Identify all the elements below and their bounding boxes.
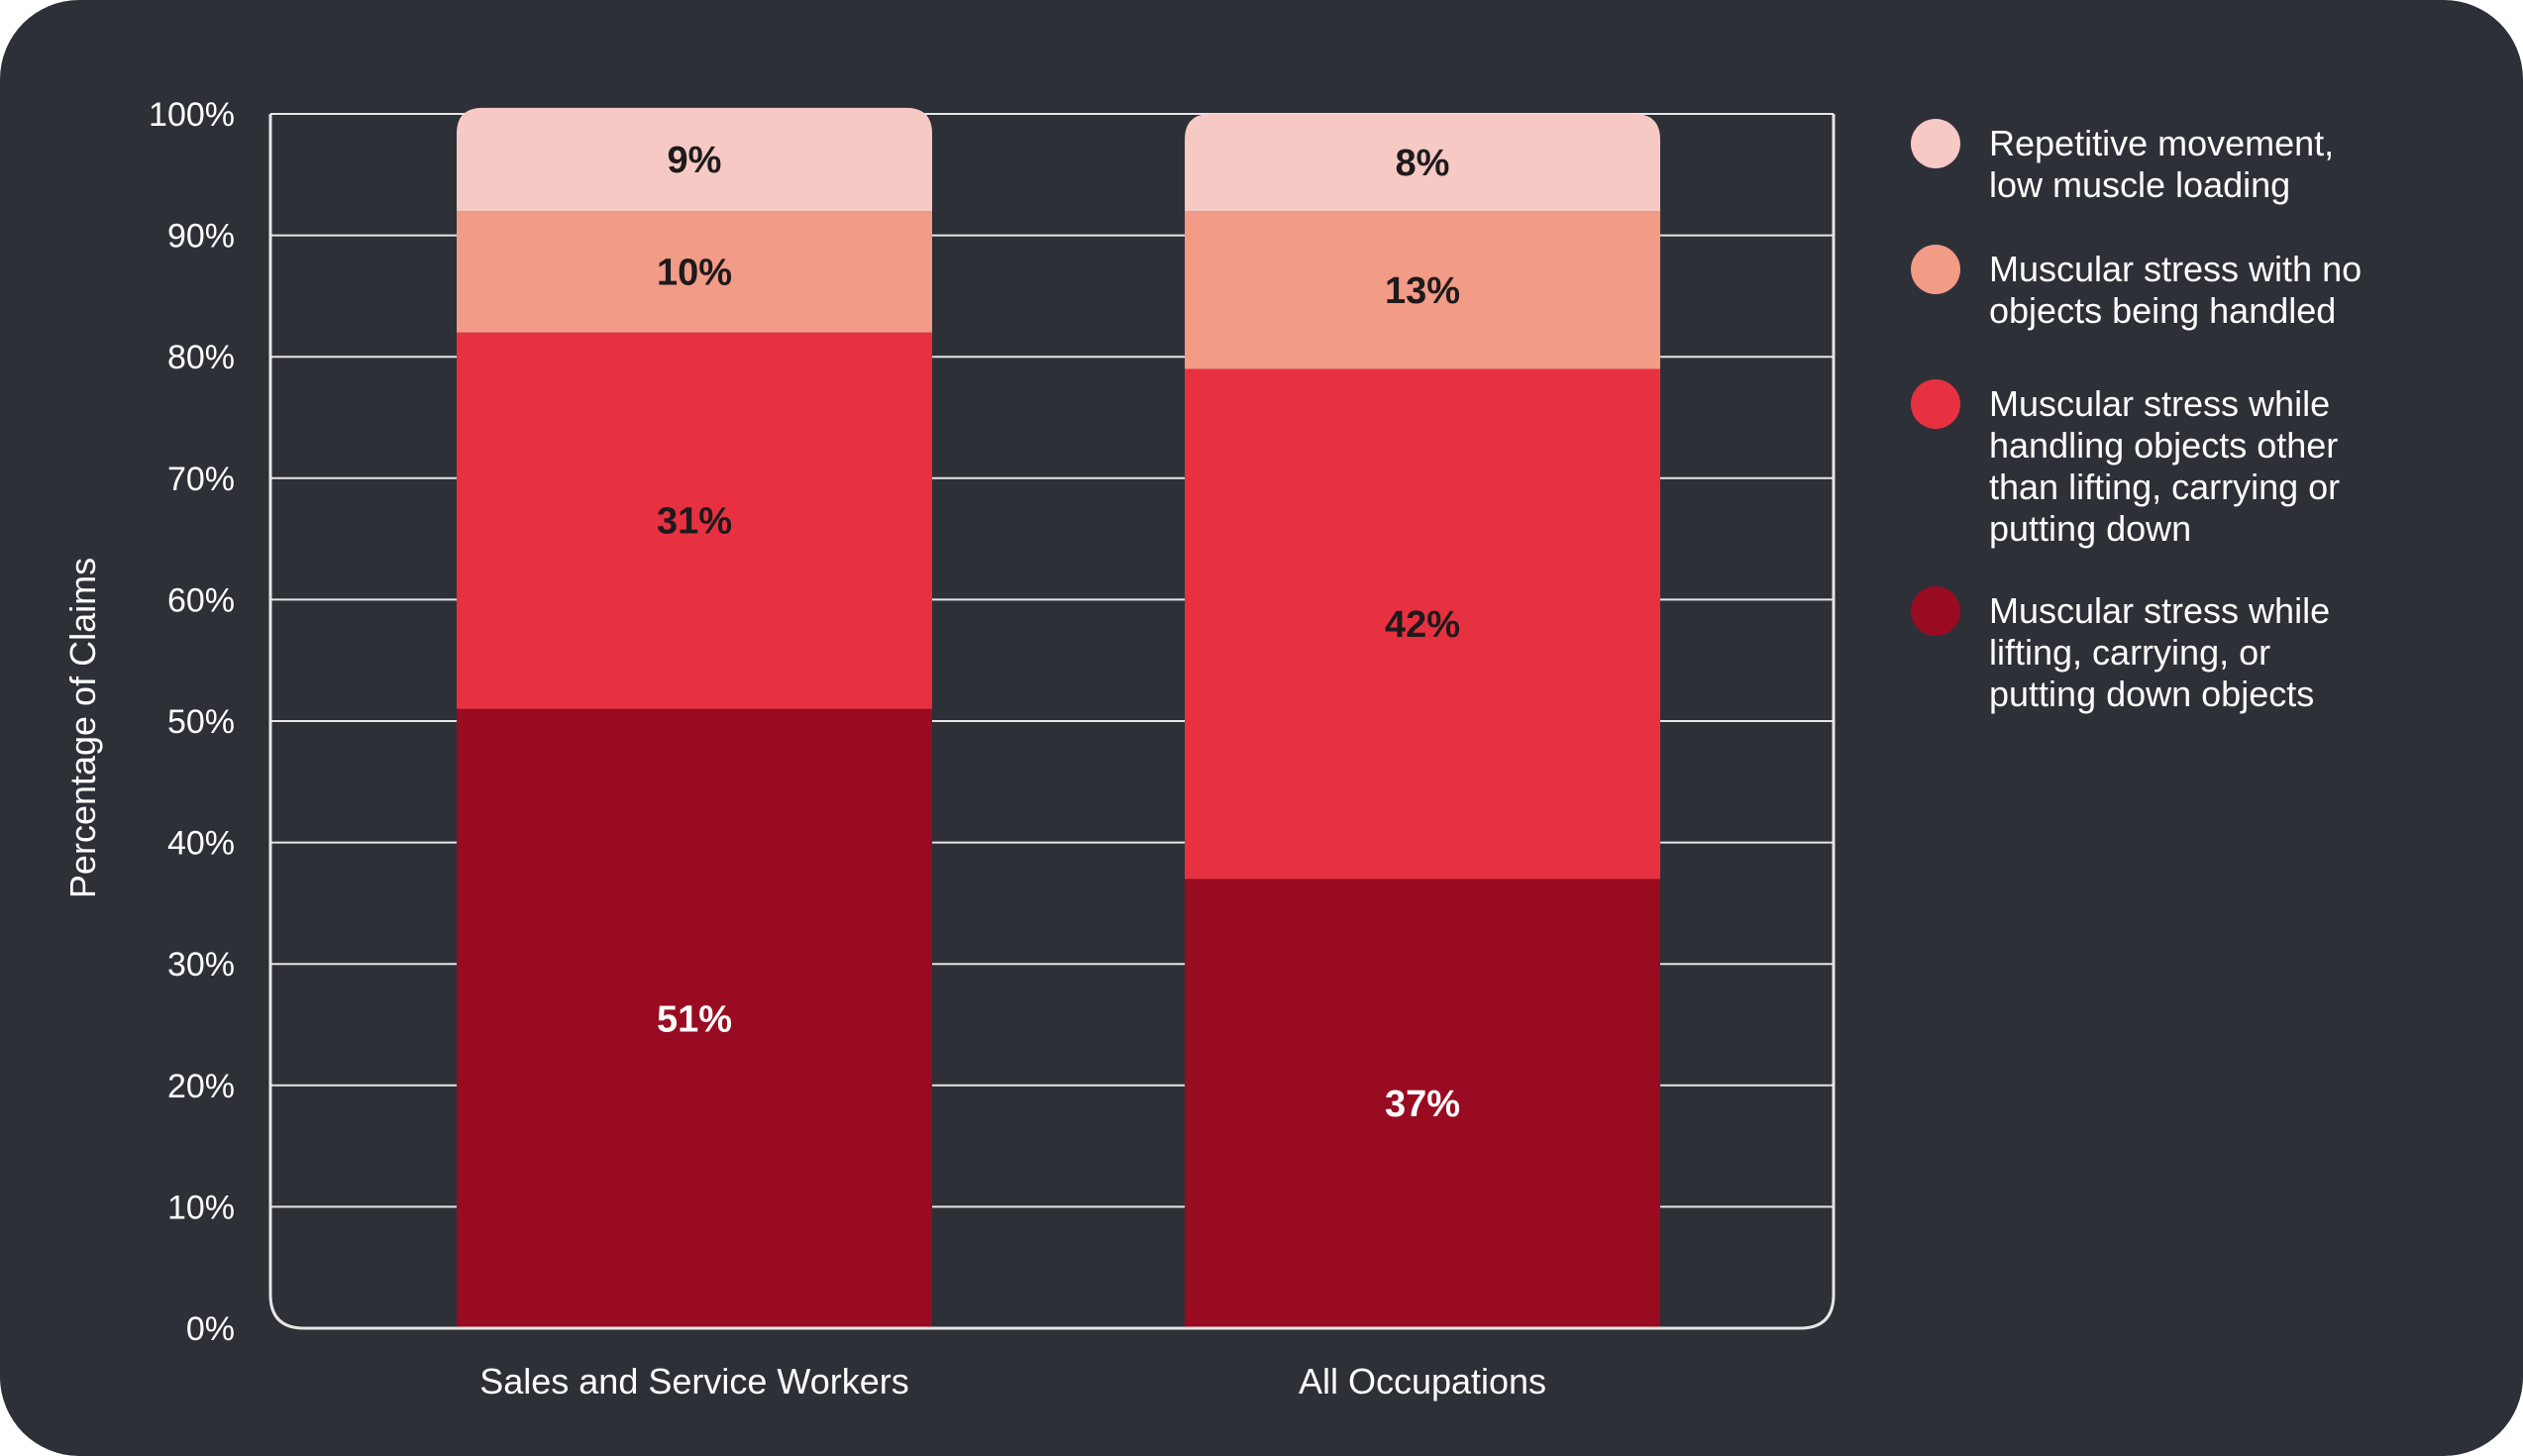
plot-frame bbox=[268, 114, 1836, 1330]
y-tick-label: 30% bbox=[167, 946, 235, 984]
legend-label: Repetitive movement, bbox=[1989, 123, 2334, 163]
legend-label: putting down objects bbox=[1989, 674, 2314, 714]
plot-border bbox=[268, 114, 1836, 1330]
legend-swatch bbox=[1911, 119, 1960, 168]
y-tick-label: 50% bbox=[167, 703, 235, 741]
bar-stack: 51% 31% 10% 9% bbox=[457, 107, 932, 1328]
legend-label: handling objects other bbox=[1989, 425, 2338, 466]
bar-segment bbox=[457, 332, 932, 709]
y-tick-label: 100% bbox=[149, 96, 235, 134]
y-tick-label: 10% bbox=[167, 1189, 235, 1226]
data-label: 42% bbox=[1385, 604, 1460, 646]
legend-label: than lifting, carrying or bbox=[1989, 467, 2340, 507]
legend-label: Muscular stress with no bbox=[1989, 249, 2362, 289]
y-tick-label: 60% bbox=[167, 581, 235, 619]
legend-item: Repetitive movement,low muscle loading bbox=[1911, 119, 2334, 205]
bars: 51% 31% 10% 9% 37% 42% 13% 8% bbox=[457, 107, 1660, 1328]
legend-swatch bbox=[1911, 379, 1960, 429]
y-tick-label: 80% bbox=[167, 339, 235, 376]
y-axis-title: Percentage of Claims bbox=[62, 558, 103, 898]
legend-label: low muscle loading bbox=[1989, 164, 2290, 205]
x-axis-categories: Sales and Service Workers All Occupations bbox=[479, 1361, 1546, 1402]
legend-swatch bbox=[1911, 586, 1960, 636]
bar-segment bbox=[1185, 114, 1660, 212]
legend-label: Muscular stress while bbox=[1989, 590, 2330, 631]
bar-segment bbox=[1185, 368, 1660, 880]
y-tick-label: 90% bbox=[167, 218, 235, 256]
bar-segment bbox=[457, 107, 932, 212]
bar-segment bbox=[1185, 879, 1660, 1328]
data-label: 10% bbox=[657, 252, 732, 293]
x-category-label: Sales and Service Workers bbox=[479, 1361, 909, 1402]
y-tick-label: 20% bbox=[167, 1068, 235, 1105]
legend-label: objects being handled bbox=[1989, 290, 2336, 331]
legend-label: lifting, carrying, or bbox=[1989, 632, 2270, 673]
y-tick-label: 40% bbox=[167, 825, 235, 863]
legend-label: putting down bbox=[1989, 508, 2191, 549]
bar-stack: 37% 42% 13% 8% bbox=[1185, 114, 1660, 1328]
y-tick-label: 0% bbox=[186, 1310, 235, 1348]
legend: Repetitive movement,low muscle loading Mu… bbox=[1911, 119, 2362, 714]
data-label: 51% bbox=[657, 998, 732, 1040]
data-label: 37% bbox=[1385, 1084, 1460, 1125]
bar-segment bbox=[457, 708, 932, 1328]
y-tick-label: 70% bbox=[167, 461, 235, 498]
bar-segment bbox=[457, 211, 932, 333]
data-label: 9% bbox=[668, 140, 722, 181]
data-label: 8% bbox=[1396, 143, 1450, 184]
y-axis-ticks: 0% 10% 20% 30% 40% 50% 60% 70% 80% 90% 100% bbox=[149, 96, 235, 1348]
bar-segment bbox=[1185, 211, 1660, 369]
data-label: 31% bbox=[657, 501, 732, 543]
legend-label: Muscular stress while bbox=[1989, 383, 2330, 424]
x-category-label: All Occupations bbox=[1299, 1361, 1546, 1402]
legend-swatch bbox=[1911, 245, 1960, 294]
data-label: 13% bbox=[1385, 270, 1460, 312]
